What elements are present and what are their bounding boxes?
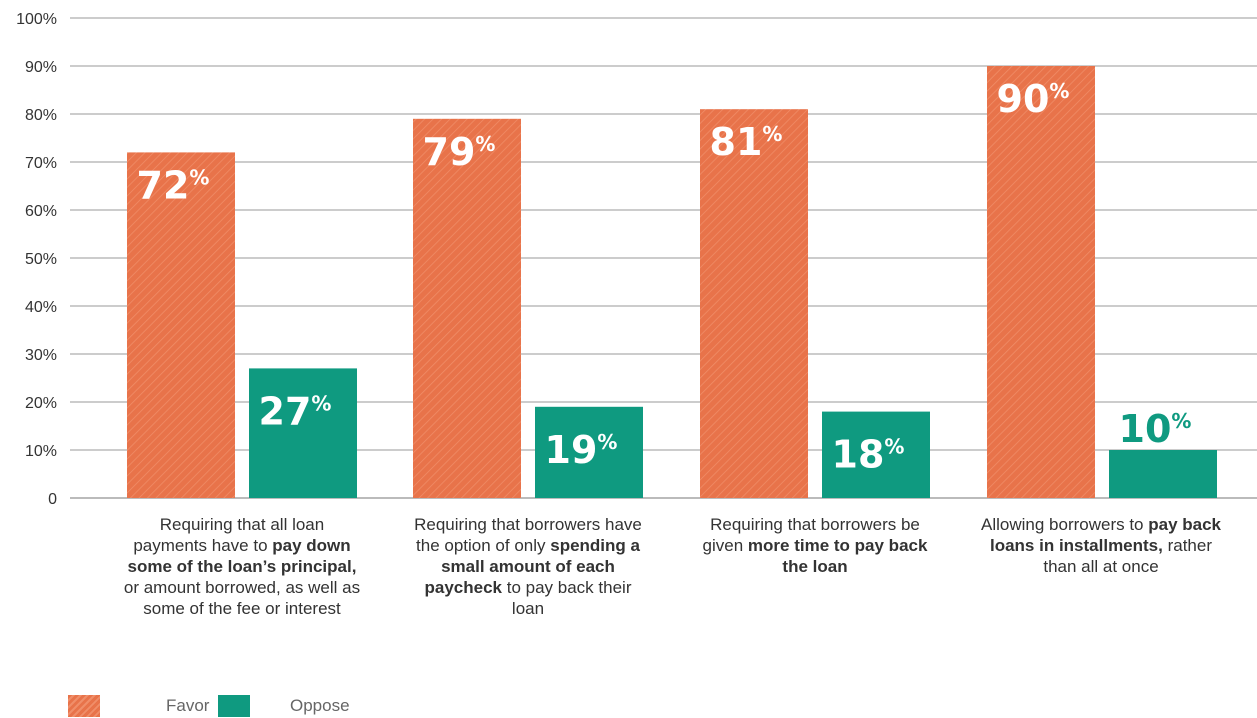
category-label: Requiring that all loan payments have to… (123, 515, 361, 618)
value-label-oppose: 27% (259, 389, 332, 433)
y-tick-label: 80% (25, 107, 57, 124)
legend-label-oppose: Oppose (290, 696, 350, 715)
bar-favor (127, 152, 235, 498)
y-tick-label: 60% (25, 203, 57, 220)
value-label-favor: 72% (137, 163, 210, 207)
legend-swatch-oppose (218, 695, 250, 717)
bar-oppose (535, 406, 643, 498)
y-tick-label: 50% (25, 251, 57, 268)
bar-favor (987, 66, 1095, 498)
y-tick-label: 40% (25, 299, 57, 316)
bar-oppose (249, 368, 357, 498)
y-axis-ticks: 0 10% 20% 30% 40% 50% 60% 70% 80% 90% 100% (16, 11, 57, 508)
value-label-favor: 79% (423, 130, 496, 174)
y-tick-label: 70% (25, 155, 57, 172)
bar-value-labels: 72% 79% 81% 90% 27% 19% 18% 10% (137, 77, 1203, 477)
value-label-oppose: 19% (545, 428, 618, 472)
value-label-oppose: 18% (832, 433, 905, 477)
y-tick-label: 100% (16, 11, 57, 28)
bar-oppose (822, 411, 930, 498)
legend-swatch-favor (68, 695, 100, 717)
value-label-favor: 90% (997, 77, 1070, 121)
y-tick-label: 0 (48, 491, 57, 508)
y-tick-label: 20% (25, 395, 57, 412)
legend-label-favor: Favor (166, 696, 210, 715)
bar-oppose (1109, 450, 1217, 498)
value-label-favor: 81% (710, 120, 783, 164)
y-tick-label: 90% (25, 59, 57, 76)
bar-favor (413, 118, 521, 499)
category-label: Requiring that borrowers have the option… (414, 515, 642, 618)
value-label-oppose: 10% (1119, 407, 1192, 451)
category-label: Requiring that borrowers be given more t… (702, 515, 928, 576)
value-label-background (1123, 406, 1203, 446)
category-label: Allowing borrowers to pay back loans in … (981, 515, 1222, 576)
y-tick-label: 10% (25, 443, 57, 460)
bars (127, 66, 1217, 499)
bar-favor (700, 109, 808, 498)
y-tick-label: 30% (25, 347, 57, 364)
